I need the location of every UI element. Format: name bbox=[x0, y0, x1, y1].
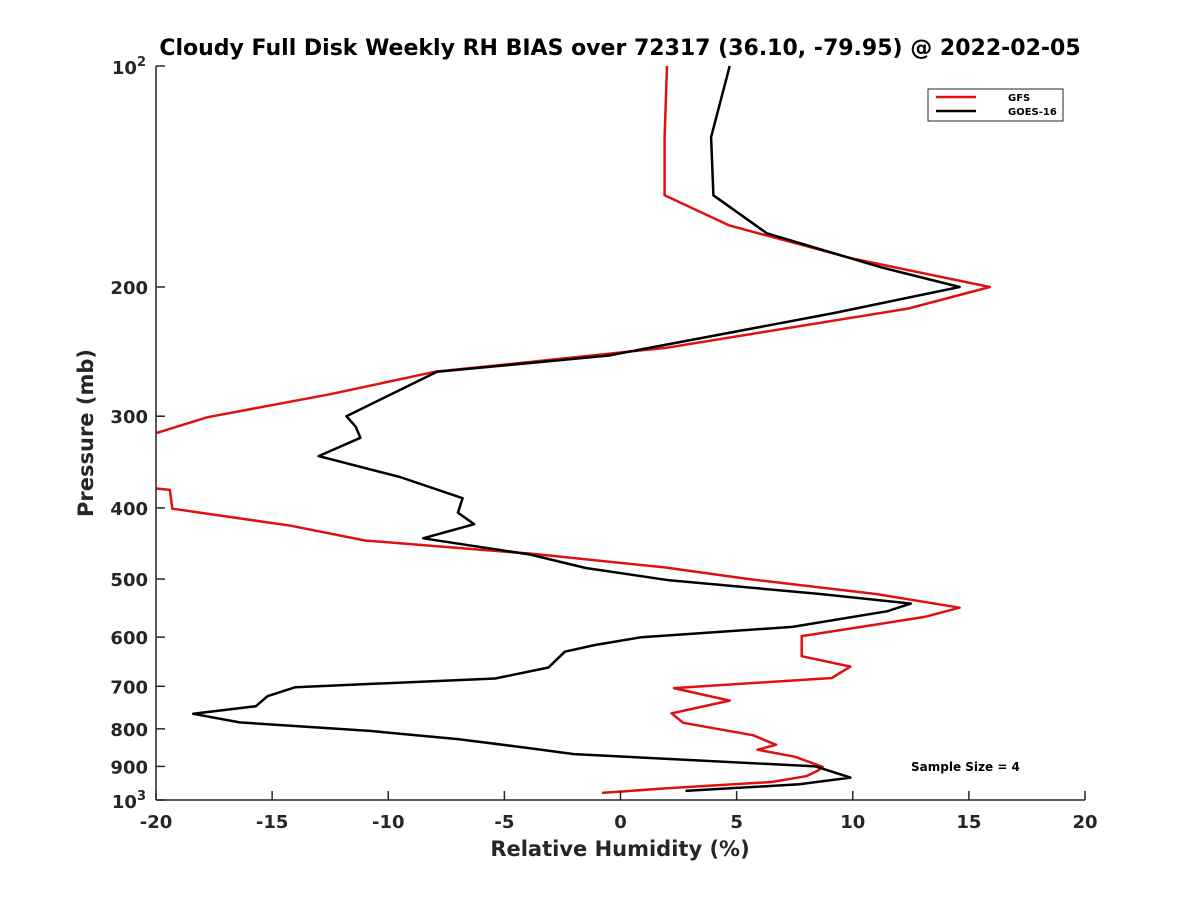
x-axis-label: Relative Humidity (%) bbox=[490, 837, 749, 861]
x-tick-label: 20 bbox=[1072, 812, 1097, 833]
sample-size-annotation: Sample Size = 4 bbox=[911, 760, 1020, 774]
x-axis-ticks: -20 -15 -10 -5 0 5 10 15 20 bbox=[140, 791, 1098, 833]
x-tick-label: -15 bbox=[256, 812, 289, 833]
y-tick-label: 102 bbox=[112, 55, 146, 79]
legend-label-gfs: GFS bbox=[1008, 93, 1030, 104]
y-tick-label: 500 bbox=[110, 570, 148, 591]
x-tick-label: -20 bbox=[140, 812, 173, 833]
legend-box bbox=[927, 88, 1064, 122]
chart-title: Cloudy Full Disk Weekly RH BIAS over 723… bbox=[159, 36, 1080, 61]
x-tick-label: 5 bbox=[730, 812, 743, 833]
series-layer bbox=[156, 65, 992, 795]
y-tick-label: 300 bbox=[110, 407, 148, 428]
y-tick-label: 200 bbox=[110, 278, 148, 299]
y-tick-label: 400 bbox=[110, 499, 148, 520]
series-line-goes16 bbox=[191, 65, 961, 793]
plot-area: -20 -15 -10 -5 0 5 10 15 20 102 200 300 400 500 600 70… bbox=[110, 55, 1097, 833]
x-tick-label: 0 bbox=[614, 812, 627, 833]
legend: GFS GOES-16 bbox=[927, 88, 1064, 122]
x-tick-label: -10 bbox=[372, 812, 405, 833]
x-tick-label: 15 bbox=[956, 812, 981, 833]
y-axis-ticks: 102 200 300 400 500 600 700 800 900 103 bbox=[110, 55, 165, 813]
y-tick-label: 700 bbox=[110, 677, 148, 698]
y-axis-label: Pressure (mb) bbox=[74, 349, 98, 517]
y-tick-label: 800 bbox=[110, 720, 148, 741]
legend-label-goes16: GOES-16 bbox=[1008, 107, 1057, 118]
y-tick-label: 103 bbox=[112, 789, 146, 813]
x-tick-label: -5 bbox=[494, 812, 514, 833]
y-tick-label: 600 bbox=[110, 628, 148, 649]
y-tick-label: 900 bbox=[110, 757, 148, 778]
series-line-gfs bbox=[156, 65, 992, 795]
x-tick-label: 10 bbox=[840, 812, 865, 833]
